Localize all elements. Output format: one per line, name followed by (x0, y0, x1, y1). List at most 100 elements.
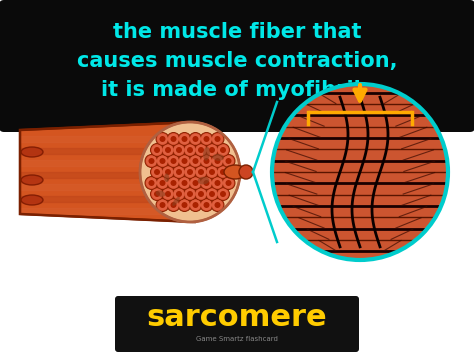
Circle shape (162, 187, 174, 201)
Circle shape (171, 158, 176, 164)
Polygon shape (20, 122, 215, 222)
Circle shape (167, 132, 180, 146)
Circle shape (239, 165, 253, 179)
Circle shape (173, 165, 185, 179)
Circle shape (168, 178, 179, 189)
Circle shape (215, 136, 220, 142)
Circle shape (272, 84, 448, 260)
Ellipse shape (21, 147, 43, 157)
Circle shape (183, 165, 197, 179)
Circle shape (200, 176, 213, 190)
Circle shape (167, 198, 180, 212)
Ellipse shape (198, 177, 209, 185)
Circle shape (218, 166, 228, 178)
Circle shape (151, 143, 164, 157)
Circle shape (154, 191, 160, 197)
Circle shape (178, 132, 191, 146)
Circle shape (173, 166, 184, 178)
Circle shape (192, 158, 199, 164)
Circle shape (165, 147, 171, 153)
Circle shape (189, 132, 202, 146)
FancyBboxPatch shape (0, 0, 474, 132)
Circle shape (201, 133, 212, 144)
Circle shape (145, 154, 158, 168)
Circle shape (151, 187, 164, 201)
Circle shape (183, 187, 197, 201)
Circle shape (184, 189, 195, 200)
Circle shape (211, 154, 224, 168)
Circle shape (168, 200, 179, 211)
Circle shape (209, 147, 215, 153)
Circle shape (209, 169, 215, 175)
Circle shape (189, 154, 202, 168)
Circle shape (146, 178, 157, 189)
Circle shape (215, 202, 220, 208)
Circle shape (226, 158, 231, 164)
Circle shape (152, 144, 163, 155)
Circle shape (159, 180, 165, 186)
Circle shape (206, 187, 219, 201)
Circle shape (192, 136, 199, 142)
Circle shape (194, 187, 208, 201)
Circle shape (184, 144, 195, 155)
Circle shape (212, 155, 223, 166)
Circle shape (220, 147, 226, 153)
Circle shape (195, 144, 207, 155)
Circle shape (152, 166, 163, 178)
Text: the muscle fiber that: the muscle fiber that (113, 22, 361, 42)
FancyBboxPatch shape (115, 296, 359, 352)
Text: sarcomere: sarcomere (146, 304, 328, 333)
Circle shape (156, 198, 169, 212)
Circle shape (156, 132, 169, 146)
Circle shape (167, 176, 180, 190)
Ellipse shape (164, 174, 169, 182)
Circle shape (187, 191, 193, 197)
Circle shape (157, 155, 168, 166)
Polygon shape (20, 208, 200, 214)
Circle shape (203, 202, 210, 208)
Circle shape (157, 200, 168, 211)
Circle shape (201, 178, 212, 189)
Circle shape (190, 178, 201, 189)
Circle shape (211, 132, 224, 146)
Circle shape (167, 154, 180, 168)
Ellipse shape (155, 190, 165, 197)
Circle shape (220, 191, 226, 197)
Circle shape (223, 155, 234, 166)
Circle shape (176, 147, 182, 153)
Circle shape (176, 191, 182, 197)
Circle shape (182, 136, 188, 142)
Circle shape (156, 154, 169, 168)
Circle shape (163, 189, 173, 200)
Polygon shape (20, 184, 200, 190)
Circle shape (198, 169, 204, 175)
Circle shape (206, 143, 219, 157)
Circle shape (178, 198, 191, 212)
Circle shape (162, 143, 174, 157)
Circle shape (215, 158, 220, 164)
Ellipse shape (203, 147, 210, 161)
Circle shape (220, 169, 226, 175)
Circle shape (222, 176, 235, 190)
Circle shape (152, 189, 163, 200)
Circle shape (200, 198, 213, 212)
Circle shape (207, 166, 218, 178)
Circle shape (222, 154, 235, 168)
Circle shape (198, 147, 204, 153)
Circle shape (201, 200, 212, 211)
Circle shape (195, 189, 207, 200)
Circle shape (218, 144, 228, 155)
Circle shape (211, 198, 224, 212)
Circle shape (200, 132, 213, 146)
Circle shape (212, 178, 223, 189)
Circle shape (207, 189, 218, 200)
Circle shape (217, 165, 229, 179)
Circle shape (215, 180, 220, 186)
Circle shape (212, 133, 223, 144)
Ellipse shape (21, 195, 43, 205)
Ellipse shape (21, 175, 43, 185)
Circle shape (203, 136, 210, 142)
Circle shape (217, 187, 229, 201)
Circle shape (183, 143, 197, 157)
Circle shape (217, 143, 229, 157)
